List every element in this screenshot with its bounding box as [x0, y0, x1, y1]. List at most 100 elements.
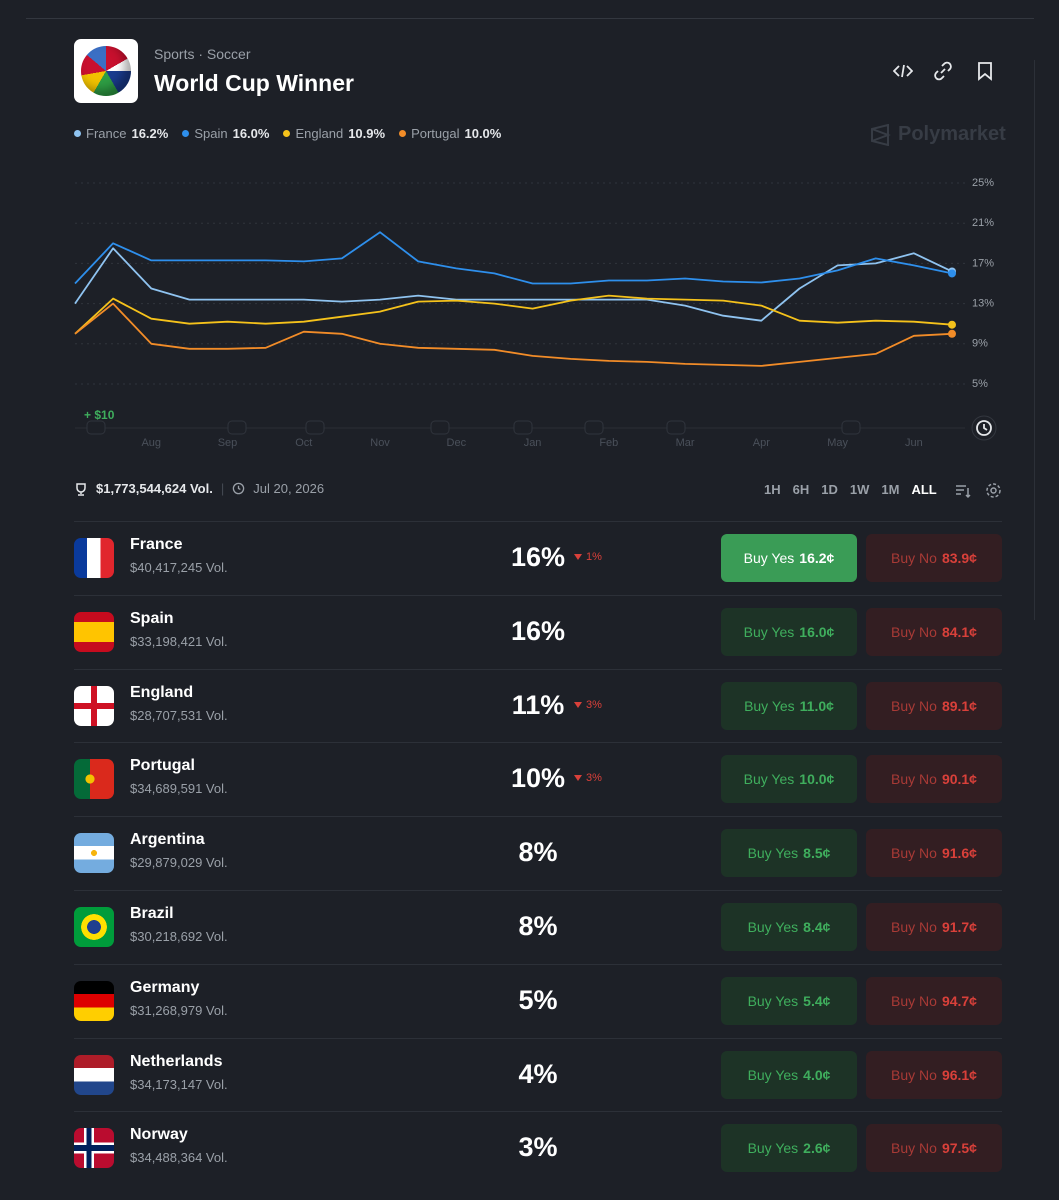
- buy-no-label: Buy No: [891, 919, 937, 935]
- buy-no-button[interactable]: Buy No 94.7¢: [866, 976, 1002, 1025]
- flag: [74, 685, 114, 726]
- history-button[interactable]: [971, 415, 997, 441]
- buy-yes-button[interactable]: Buy Yes 16.0¢: [721, 607, 857, 656]
- end-date: Jul 20, 2026: [253, 481, 325, 496]
- divider: |: [220, 481, 225, 496]
- row-divider: [74, 890, 1002, 891]
- outcome-volume: $30,218,692 Vol.: [130, 929, 228, 944]
- embed-icon[interactable]: [893, 61, 913, 81]
- market-info: $1,773,544,624 Vol. | Jul 20, 2026: [74, 481, 324, 496]
- top-divider: [26, 18, 1034, 19]
- chart: 5% 9% 13% 17% 21% 25% Aug Sep Oct Nov Dec Jan Feb Mar…: [74, 177, 994, 449]
- legend-value: 10.9%: [348, 126, 386, 141]
- buy-no-label: Buy No: [891, 1140, 937, 1157]
- buy-no-button[interactable]: Buy No 97.5¢: [866, 1124, 1002, 1173]
- buy-no-price: 83.9¢: [941, 550, 977, 566]
- outcome-name: England: [130, 683, 194, 701]
- buy-yes-button[interactable]: Buy Yes 8.5¢: [721, 829, 857, 878]
- buy-no-button[interactable]: Buy No 91.6¢: [866, 829, 1002, 878]
- range-selector: 1H 6H 1D 1W 1M ALL: [764, 482, 937, 497]
- outcome-name: Portugal: [130, 757, 195, 775]
- separator: ·: [198, 46, 207, 62]
- y-tick-label: 21%: [972, 217, 994, 229]
- timeline-marker: [86, 420, 106, 435]
- range-button[interactable]: 6H: [792, 482, 810, 497]
- flag: [74, 980, 114, 1021]
- buy-yes-price: 10.0¢: [799, 771, 835, 788]
- buy-yes-price: 16.0¢: [799, 623, 835, 640]
- buy-no-label: Buy No: [891, 845, 937, 862]
- buy-no-button[interactable]: Buy No 96.1¢: [866, 1050, 1002, 1099]
- y-tick-label: 13%: [972, 298, 994, 310]
- change-value: 1%: [586, 551, 602, 563]
- legend-item: Spain 16.0%: [182, 126, 269, 141]
- range-button[interactable]: 1M: [881, 482, 900, 497]
- change-value: 3%: [586, 772, 602, 785]
- buy-no-button[interactable]: Buy No 89.1¢: [866, 681, 1002, 730]
- buy-no-price: 90.1¢: [941, 771, 977, 788]
- buy-no-price: 89.1¢: [941, 697, 977, 714]
- legend-dot: [74, 130, 81, 137]
- buy-yes-button[interactable]: Buy Yes 8.4¢: [721, 903, 857, 951]
- chance: 8%: [518, 911, 558, 941]
- buy-no-button[interactable]: Buy No 84.1¢: [866, 607, 1002, 656]
- outcome-volume: $40,417,245 Vol.: [130, 560, 228, 575]
- category[interactable]: Sports: [154, 46, 195, 62]
- buy-no-button[interactable]: Buy No 83.9¢: [866, 534, 1002, 582]
- buy-yes-button[interactable]: Buy Yes 16.2¢: [721, 534, 857, 582]
- row-divider: [74, 521, 1002, 522]
- legend-value: 16.0%: [232, 126, 270, 141]
- series-line: [74, 231, 953, 285]
- x-tick-label: Feb: [599, 437, 618, 449]
- buy-yes-label: Buy Yes: [744, 697, 795, 714]
- buy-yes-button[interactable]: Buy Yes 10.0¢: [721, 755, 857, 804]
- legend-name: France: [86, 126, 127, 141]
- settings-icon[interactable]: [985, 482, 1002, 499]
- buy-yes-button[interactable]: Buy Yes 2.6¢: [721, 1124, 857, 1173]
- outcome-volume: $29,879,029 Vol.: [130, 855, 228, 871]
- range-button[interactable]: 1D: [821, 482, 838, 497]
- subcategory[interactable]: Soccer: [206, 46, 251, 62]
- range-button[interactable]: 1H: [764, 482, 781, 497]
- buy-yes-price: 11.0¢: [799, 697, 834, 714]
- buy-no-label: Buy No: [891, 771, 937, 788]
- scrollbar: [1034, 60, 1035, 620]
- buy-no-label: Buy No: [891, 550, 937, 566]
- buy-no-button[interactable]: Buy No 91.7¢: [866, 903, 1002, 951]
- chance: 4%: [518, 1058, 558, 1089]
- legend-name: Portugal: [411, 126, 460, 141]
- buy-yes-label: Buy Yes: [747, 845, 799, 862]
- outcome-volume: $31,268,979 Vol.: [130, 1002, 228, 1018]
- flag: [74, 1128, 114, 1169]
- buy-no-price: 97.5¢: [941, 1140, 977, 1157]
- change-value: 3%: [586, 698, 602, 711]
- row-divider: [74, 1111, 1002, 1113]
- legend-item: France 16.2%: [74, 126, 168, 141]
- buy-no-button[interactable]: Buy No 90.1¢: [866, 755, 1002, 804]
- buy-yes-price: 5.4¢: [803, 992, 831, 1009]
- x-tick-label: Jun: [905, 437, 923, 449]
- outcome-volume: $33,198,421 Vol.: [130, 633, 228, 649]
- x-tick-label: Dec: [447, 437, 467, 449]
- chance: 11%: [511, 689, 565, 720]
- buy-no-price: 84.1¢: [941, 623, 977, 640]
- range-button[interactable]: 1W: [849, 482, 870, 497]
- buy-no-label: Buy No: [891, 1066, 937, 1083]
- end-dot: [948, 320, 956, 329]
- market-icon: [74, 39, 138, 103]
- buy-yes-button[interactable]: Buy Yes 4.0¢: [721, 1050, 857, 1099]
- buy-no-price: 94.7¢: [941, 992, 977, 1009]
- link-icon[interactable]: [933, 61, 953, 81]
- row-divider: [74, 963, 1002, 965]
- timeline-marker: [430, 420, 450, 435]
- buy-yes-button[interactable]: Buy Yes 5.4¢: [721, 976, 857, 1025]
- buy-yes-label: Buy Yes: [747, 1140, 799, 1157]
- bookmark-icon[interactable]: [975, 61, 995, 81]
- range-button[interactable]: ALL: [911, 482, 937, 497]
- legend: France 16.2% Spain 16.0% England 10.9% Portuga…: [74, 126, 501, 141]
- x-tick-label: Mar: [676, 437, 695, 449]
- timeline-marker: [841, 420, 861, 435]
- buy-yes-button[interactable]: Buy Yes 11.0¢: [721, 681, 857, 730]
- sort-icon[interactable]: [955, 483, 971, 499]
